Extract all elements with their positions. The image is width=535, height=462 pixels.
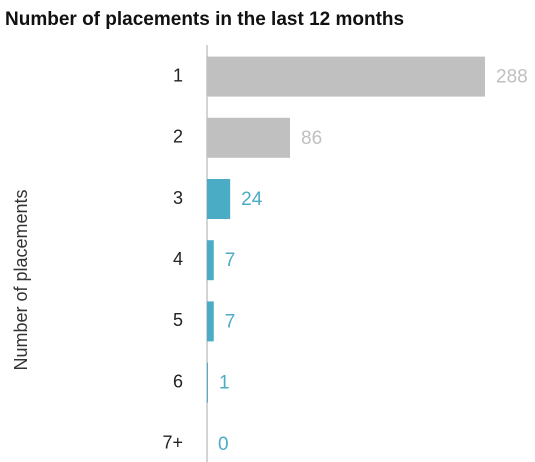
- value-label: 0: [218, 434, 229, 455]
- category-label: 4: [173, 249, 183, 269]
- category-label: 6: [173, 371, 183, 391]
- bar: [207, 179, 231, 219]
- value-label: 24: [241, 189, 263, 210]
- category-label: 1: [173, 65, 183, 85]
- y-axis-label: Number of placements: [11, 189, 31, 370]
- value-label: 288: [496, 67, 528, 88]
- value-label: 86: [301, 128, 322, 149]
- value-label: 1: [219, 373, 230, 394]
- value-label: 7: [225, 250, 236, 271]
- value-label: 7: [225, 311, 236, 332]
- category-label: 5: [173, 310, 183, 330]
- bar: [207, 301, 214, 342]
- category-label: 3: [173, 188, 183, 208]
- bar: [207, 240, 214, 281]
- category-label: 7+: [162, 433, 183, 453]
- category-label: 2: [173, 127, 183, 147]
- chart-title: Number of placements in the last 12 mont…: [5, 9, 404, 30]
- bar: [207, 117, 291, 158]
- bar: [207, 56, 485, 97]
- bar: [207, 362, 208, 403]
